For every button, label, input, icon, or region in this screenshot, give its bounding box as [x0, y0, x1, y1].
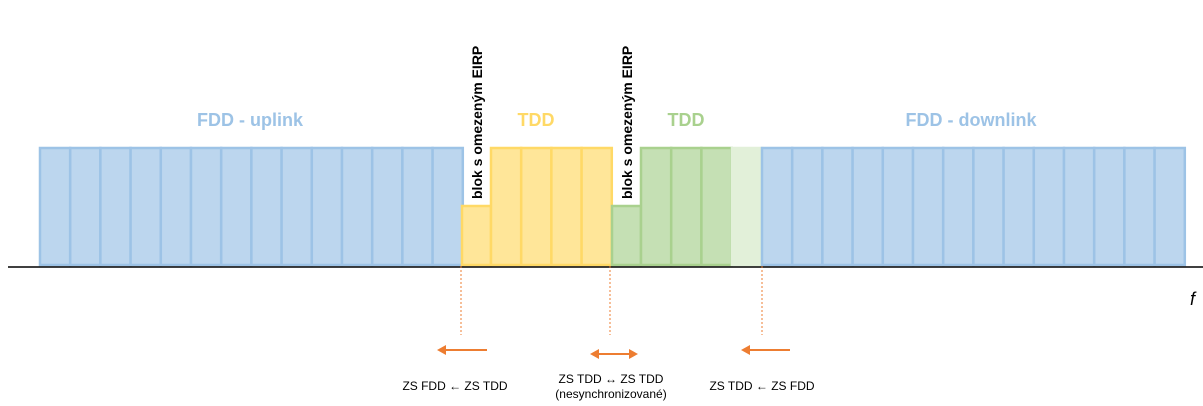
restricted-eirp-label-2: blok s omezeným EIRP	[619, 46, 635, 199]
fdd-uplink-block	[340, 146, 374, 267]
fdd-uplink-block	[38, 146, 72, 267]
arrowhead-left-icon	[437, 345, 446, 355]
tdd-yellow-label: TDD	[518, 110, 555, 130]
arrowhead-both-left-icon	[590, 349, 599, 359]
fdd-downlink-block	[911, 146, 945, 267]
fdd-uplink-block	[401, 146, 434, 267]
tdd-yellow-block	[519, 146, 553, 267]
fdd-downlink-block	[1032, 146, 1066, 267]
tdd-green-block	[639, 146, 673, 267]
tdd-green-block	[669, 146, 703, 267]
fdd-downlink-block	[941, 146, 975, 267]
interference-caption-left: ZS FDD ← ZS TDD	[402, 379, 507, 393]
fdd-downlink-block	[1062, 146, 1096, 267]
fdd-uplink-block	[68, 146, 102, 267]
frequency-axis-label: f	[1190, 289, 1197, 309]
fdd-downlink-block	[1092, 146, 1126, 267]
tdd-yellow-block	[550, 146, 583, 267]
fdd-downlink-block	[821, 146, 854, 267]
tdd-yellow-block	[580, 146, 614, 267]
fdd-uplink-block	[280, 146, 314, 267]
fdd-downlink-block	[1153, 146, 1187, 267]
arrowhead-both-right-icon	[629, 349, 638, 359]
tdd-yellow-block	[489, 146, 523, 267]
fdd-uplink-block	[159, 146, 193, 267]
fdd-uplink-block	[189, 146, 223, 267]
interference-caption-middle-2: (nesynchronizované)	[555, 387, 666, 401]
fdd-uplink-block	[129, 146, 163, 267]
fdd-downlink-block	[851, 146, 885, 267]
interference-caption-right: ZS TDD ← ZS FDD	[709, 379, 814, 393]
fdd-downlink-label: FDD - downlink	[906, 110, 1038, 130]
fdd-downlink-block	[881, 146, 915, 267]
tdd-green-label: TDD	[668, 110, 705, 130]
spectrum-blocks	[38, 146, 1187, 267]
fdd-uplink-block	[250, 146, 283, 267]
restricted-eirp-label-1: blok s omezeným EIRP	[469, 46, 485, 199]
fdd-downlink-block	[972, 146, 1005, 267]
fdd-uplink-block	[99, 146, 132, 267]
interference-arrows	[437, 345, 790, 359]
arrowhead-right-band-icon	[741, 345, 750, 355]
fdd-uplink-block	[431, 146, 465, 267]
guard-block	[730, 146, 764, 267]
fdd-downlink-block	[790, 146, 824, 267]
fdd-uplink-block	[310, 146, 344, 267]
restricted-eirp-block	[610, 204, 643, 267]
fdd-downlink-block	[1123, 146, 1156, 267]
fdd-uplink-block	[219, 146, 253, 267]
fdd-downlink-block	[1002, 146, 1036, 267]
tdd-green-block	[700, 146, 733, 267]
fdd-uplink-label: FDD - uplink	[197, 110, 304, 130]
fdd-uplink-block	[370, 146, 404, 267]
fdd-downlink-block	[760, 146, 794, 267]
restricted-eirp-block	[460, 204, 493, 267]
interference-caption-middle-1: ZS TDD ↔ ZS TDD	[559, 372, 664, 386]
